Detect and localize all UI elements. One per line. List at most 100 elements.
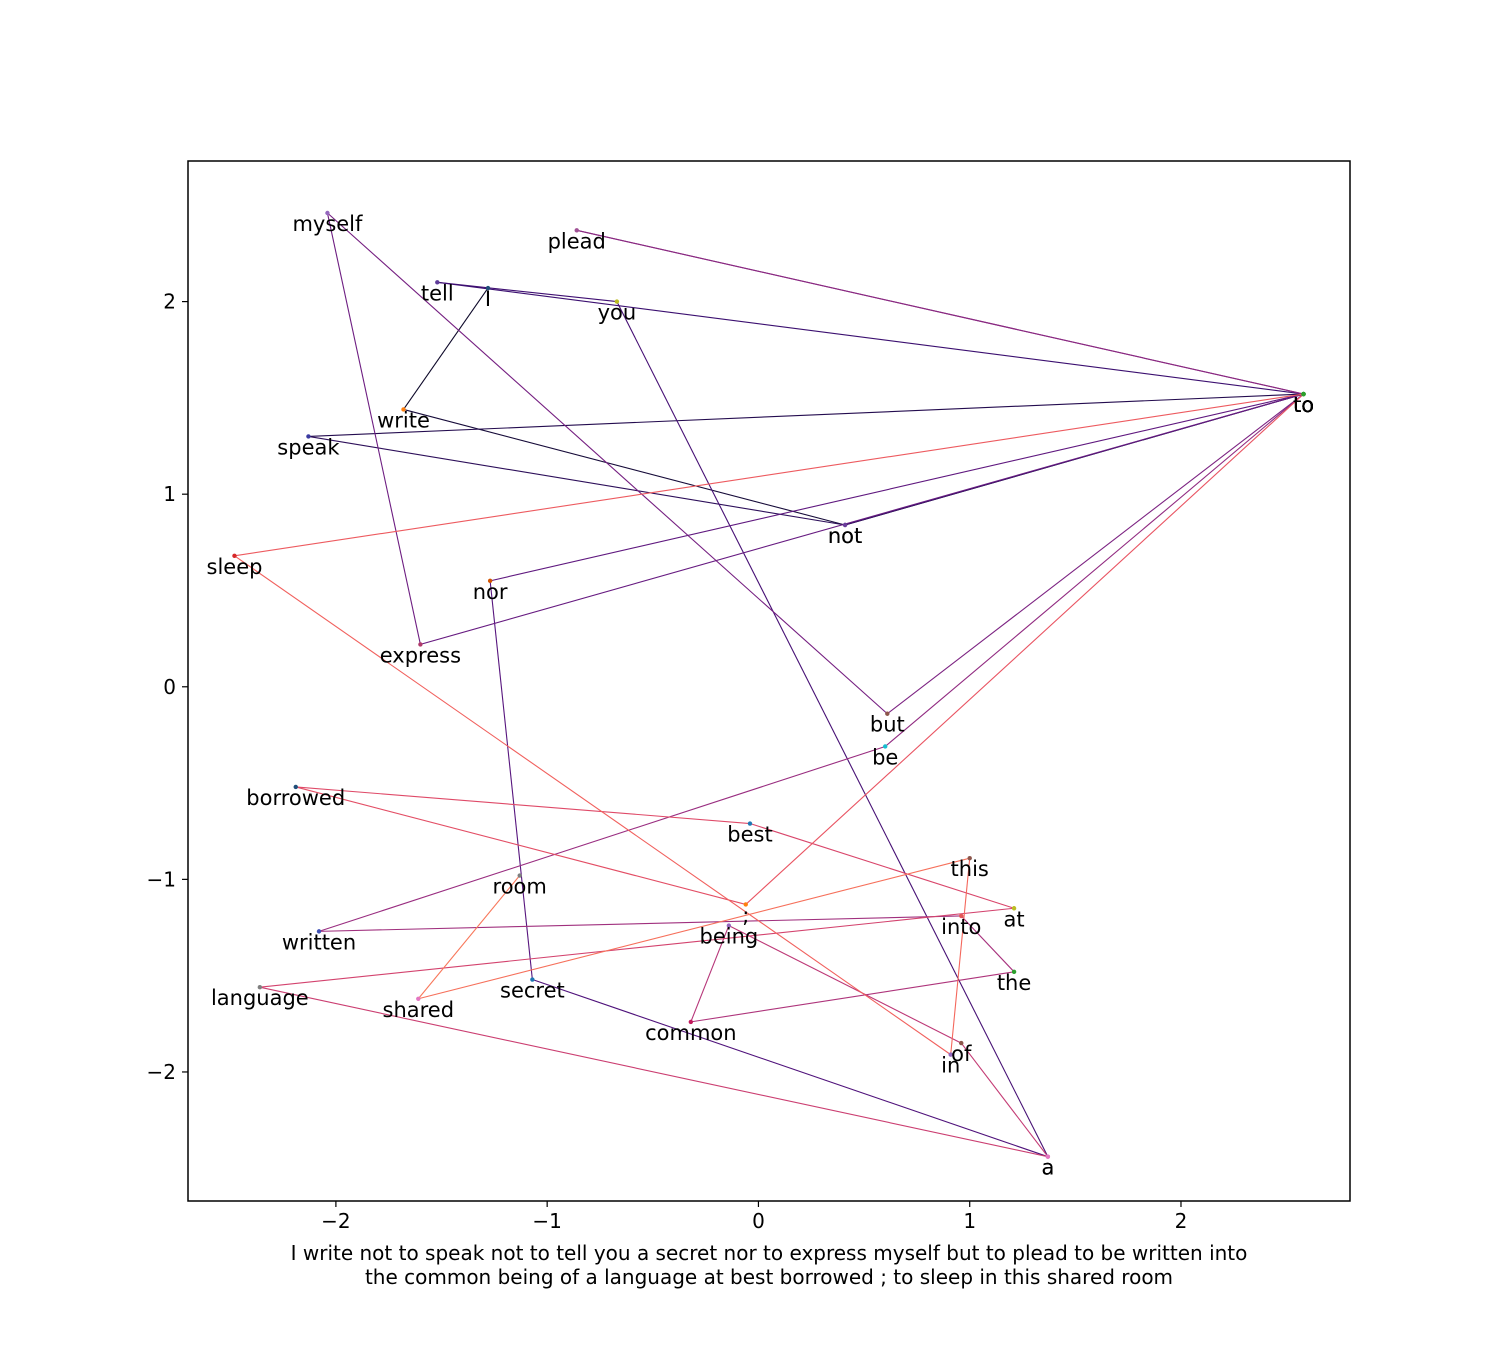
word-label: room	[493, 875, 547, 899]
word-point	[306, 434, 311, 439]
y-tick-label: 0	[163, 675, 176, 699]
word-label: of	[951, 1042, 972, 1066]
word-labels: Iwritenottospeaknottotellyouasecretnorto…	[207, 212, 1315, 1180]
path-segment	[690, 971, 1015, 1023]
word-label: at	[1004, 907, 1025, 931]
word-point	[1011, 906, 1017, 911]
y-tick-label: −1	[147, 867, 176, 891]
word-label: myself	[292, 212, 363, 236]
word-label: you	[598, 301, 637, 325]
word-label: in	[941, 1054, 960, 1078]
path-segment	[318, 745, 886, 932]
word-label: be	[872, 745, 898, 769]
path-segment	[950, 858, 971, 1055]
path-segment	[308, 435, 846, 526]
word-point	[948, 1052, 953, 1057]
word-point	[747, 821, 753, 826]
path-segment	[234, 555, 952, 1056]
word-label: tell	[421, 281, 454, 305]
path-segment	[960, 1042, 1049, 1158]
path-segment	[749, 822, 1015, 909]
word-point	[842, 522, 848, 528]
word-point	[293, 784, 298, 790]
path-segment	[259, 986, 1048, 1158]
x-tick-label: 2	[1175, 1209, 1188, 1233]
word-point	[257, 985, 263, 990]
word-label: express	[380, 643, 461, 667]
path-segment	[728, 925, 962, 1044]
word-point	[530, 977, 535, 982]
path-segment	[745, 393, 1304, 905]
path-segment	[308, 393, 1304, 437]
word-point	[883, 744, 888, 749]
word-point	[316, 929, 322, 934]
path-segment	[420, 393, 1304, 645]
word-point	[416, 996, 421, 1001]
path-segment	[437, 281, 1304, 395]
word-label: into	[941, 915, 981, 939]
path-segment	[690, 925, 730, 1023]
word-label: not	[828, 524, 862, 548]
word-point	[517, 873, 522, 878]
word-label: nor	[473, 580, 508, 604]
path-segment	[437, 281, 617, 303]
word-label: shared	[383, 998, 455, 1022]
word-label: speak	[277, 435, 340, 459]
word-label: sleep	[207, 555, 263, 579]
word-label: a	[1041, 1156, 1054, 1180]
y-tick-label: 2	[163, 290, 176, 314]
word-point	[574, 228, 579, 233]
word-label: a	[1041, 1156, 1054, 1180]
path-segment	[532, 978, 1049, 1158]
word-point	[232, 553, 237, 559]
word-label: plead	[548, 229, 606, 253]
word-label: to	[1293, 393, 1314, 417]
word-point	[401, 407, 406, 412]
word-label: this	[951, 857, 989, 881]
word-label: language	[211, 986, 309, 1010]
word-label: to	[1293, 393, 1314, 417]
path-segment	[403, 287, 489, 410]
path-segment	[326, 212, 421, 645]
x-tick-label: −1	[532, 1209, 561, 1233]
word-label: being	[699, 925, 758, 949]
word-label: secret	[500, 979, 565, 1003]
word-label: to	[1293, 393, 1314, 417]
word-point	[726, 923, 732, 928]
word-point	[967, 855, 972, 861]
path-segment	[576, 229, 1304, 395]
caption-line-2: the common being of a language at best b…	[364, 1265, 1174, 1289]
word-point	[959, 1040, 964, 1046]
path-segment	[295, 786, 746, 905]
word-points	[232, 210, 1306, 1159]
word-point	[325, 210, 330, 216]
path-segment	[417, 875, 521, 1000]
word-point	[688, 1019, 694, 1025]
path-segment	[418, 857, 970, 1000]
x-tick-label: 1	[963, 1209, 976, 1233]
word-label: the	[997, 971, 1031, 995]
word-label: not	[828, 524, 862, 548]
x-tick-label: −2	[321, 1209, 350, 1233]
word-label: ;	[742, 903, 749, 927]
word-label: to	[1293, 393, 1314, 417]
path-segment	[327, 212, 888, 715]
path-segment	[960, 915, 1015, 973]
word-point	[1301, 391, 1306, 397]
x-tick-label: 0	[752, 1209, 765, 1233]
path-segment	[234, 393, 1304, 557]
word-point	[1045, 1154, 1051, 1159]
path-segment	[489, 393, 1304, 582]
word-label: to	[1293, 393, 1314, 417]
caption-line-1: I write not to speak not to tell you a s…	[290, 1241, 1248, 1265]
path-segment	[886, 393, 1304, 715]
x-axis: −2 −1 0 1 2	[321, 1201, 1187, 1233]
path-segment	[884, 393, 1304, 747]
y-tick-label: 1	[163, 482, 176, 506]
word-point	[959, 913, 964, 919]
word-point	[885, 711, 890, 716]
word-point	[743, 902, 748, 907]
path-segment	[295, 786, 751, 825]
path-segment	[403, 408, 846, 526]
